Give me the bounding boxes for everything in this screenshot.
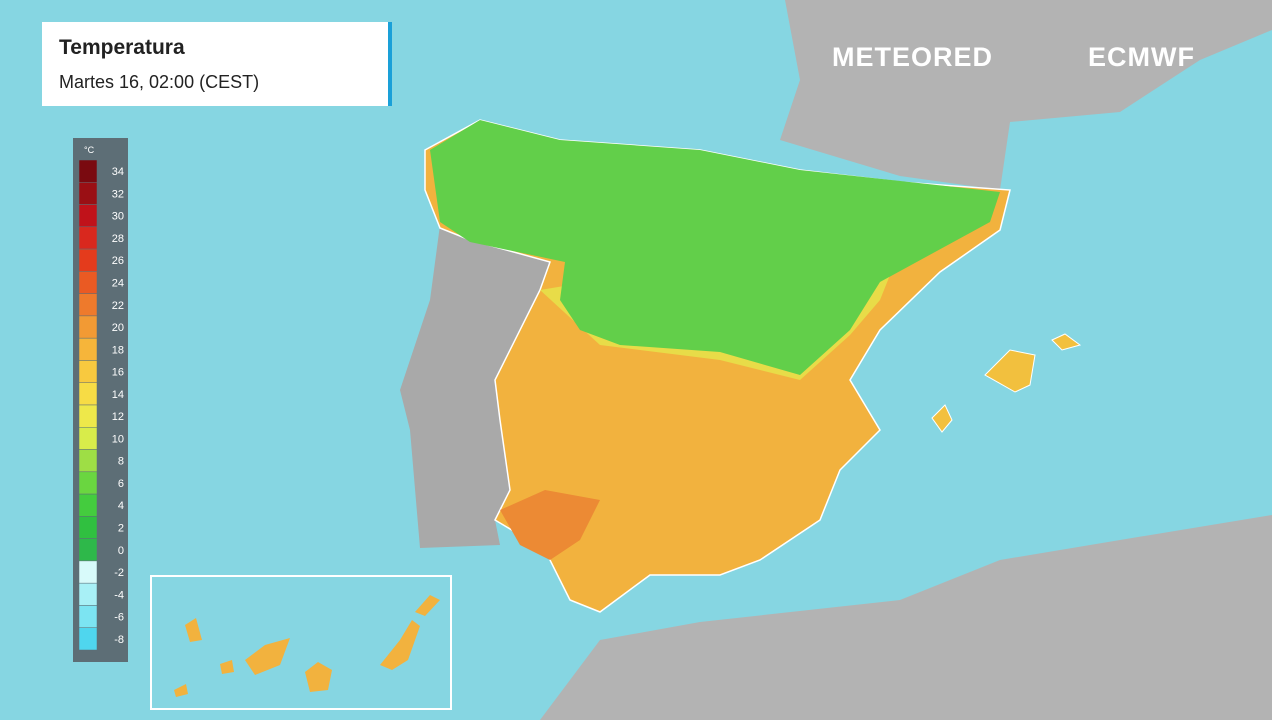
france xyxy=(780,0,1272,190)
menorca xyxy=(1051,333,1082,351)
legend-unit: °C xyxy=(84,145,95,155)
legend-swatch xyxy=(78,226,98,250)
legend-swatch xyxy=(78,337,98,361)
legend-label: 32 xyxy=(112,188,124,200)
canary-islands xyxy=(220,660,234,674)
africa xyxy=(540,515,1272,720)
legend-swatch xyxy=(78,493,98,517)
legend-label: 18 xyxy=(112,344,124,356)
legend-swatch xyxy=(78,538,98,562)
legend-swatch xyxy=(78,582,98,606)
portugal xyxy=(400,225,550,548)
legend-label: -6 xyxy=(114,612,124,624)
subtitle: Martes 16, 02:00 (CEST) xyxy=(59,72,260,92)
legend-label: 10 xyxy=(112,433,124,445)
logo: METEORED xyxy=(832,42,994,72)
legend-swatch xyxy=(78,159,98,183)
title-box: Temperatura Martes 16, 02:00 (CEST) xyxy=(42,22,392,106)
canary-islands xyxy=(185,618,202,642)
canary-inset xyxy=(150,575,452,710)
green-north xyxy=(430,120,1000,375)
legend-label: 14 xyxy=(112,389,124,401)
canary-islands xyxy=(174,684,188,697)
legend-label: -2 xyxy=(114,567,124,579)
legend-swatch xyxy=(78,404,98,428)
legend-label: 6 xyxy=(118,478,124,490)
legend-label: 26 xyxy=(112,255,124,267)
legend-swatch xyxy=(78,605,98,628)
legend-swatch xyxy=(78,427,98,450)
title: Temperatura xyxy=(59,36,185,59)
legend-label: 20 xyxy=(112,322,124,334)
legend-label: 4 xyxy=(118,500,124,512)
legend-label: 30 xyxy=(112,211,124,223)
legend-label: 8 xyxy=(118,456,124,468)
legend-label: 12 xyxy=(112,411,124,423)
canary-islands xyxy=(245,638,290,675)
logo: ECMWF xyxy=(1088,42,1195,72)
canary-islands xyxy=(415,595,440,616)
ibiza xyxy=(931,404,953,433)
legend-label: 16 xyxy=(112,367,124,379)
legend-swatch xyxy=(78,471,98,495)
legend: °C3432302826242220181614121086420-2-4-6-… xyxy=(78,145,124,651)
legend-swatch xyxy=(78,516,98,539)
legend-swatch xyxy=(78,248,98,272)
legend-swatch xyxy=(78,360,98,383)
mallorca xyxy=(984,349,1036,393)
legend-label: 2 xyxy=(118,523,124,535)
canary-islands xyxy=(380,620,420,670)
legend-label: 22 xyxy=(112,300,124,312)
legend-label: 0 xyxy=(118,545,124,557)
legend-swatch xyxy=(78,182,98,205)
legend-swatch xyxy=(78,204,98,228)
legend-swatch xyxy=(78,627,98,651)
legend-label: 34 xyxy=(112,166,124,178)
legend-label: -4 xyxy=(114,589,124,601)
legend-swatch xyxy=(78,560,98,584)
legend-swatch xyxy=(78,293,98,317)
legend-label: -8 xyxy=(114,634,124,646)
legend-label: 24 xyxy=(112,278,124,290)
legend-swatch xyxy=(78,382,98,406)
legend-swatch xyxy=(78,315,98,339)
legend-label: 28 xyxy=(112,233,124,245)
legend-swatch xyxy=(78,449,98,473)
warm-southwest xyxy=(500,490,600,560)
canary-islands xyxy=(305,662,332,692)
legend-swatch xyxy=(78,271,98,294)
